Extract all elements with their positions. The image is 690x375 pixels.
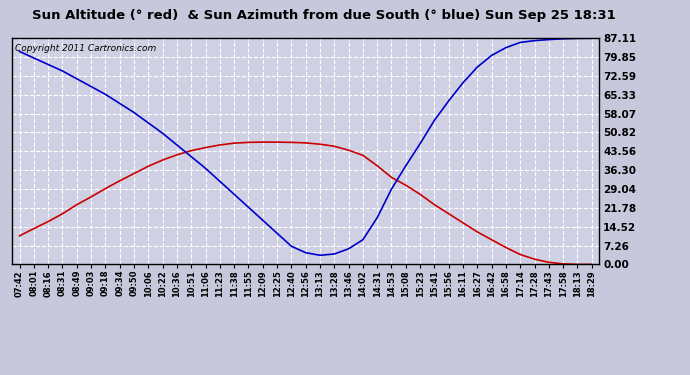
Text: Sun Altitude (° red)  & Sun Azimuth from due South (° blue) Sun Sep 25 18:31: Sun Altitude (° red) & Sun Azimuth from … [32, 9, 616, 22]
Text: Copyright 2011 Cartronics.com: Copyright 2011 Cartronics.com [15, 44, 157, 53]
